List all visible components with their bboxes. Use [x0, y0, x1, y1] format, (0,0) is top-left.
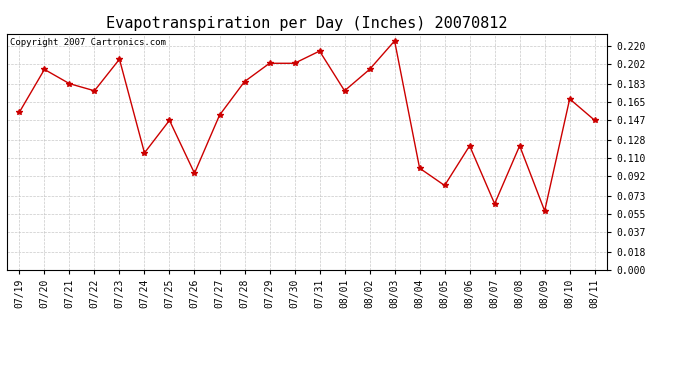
Title: Evapotranspiration per Day (Inches) 20070812: Evapotranspiration per Day (Inches) 2007…	[106, 16, 508, 31]
Text: Copyright 2007 Cartronics.com: Copyright 2007 Cartronics.com	[10, 39, 166, 48]
